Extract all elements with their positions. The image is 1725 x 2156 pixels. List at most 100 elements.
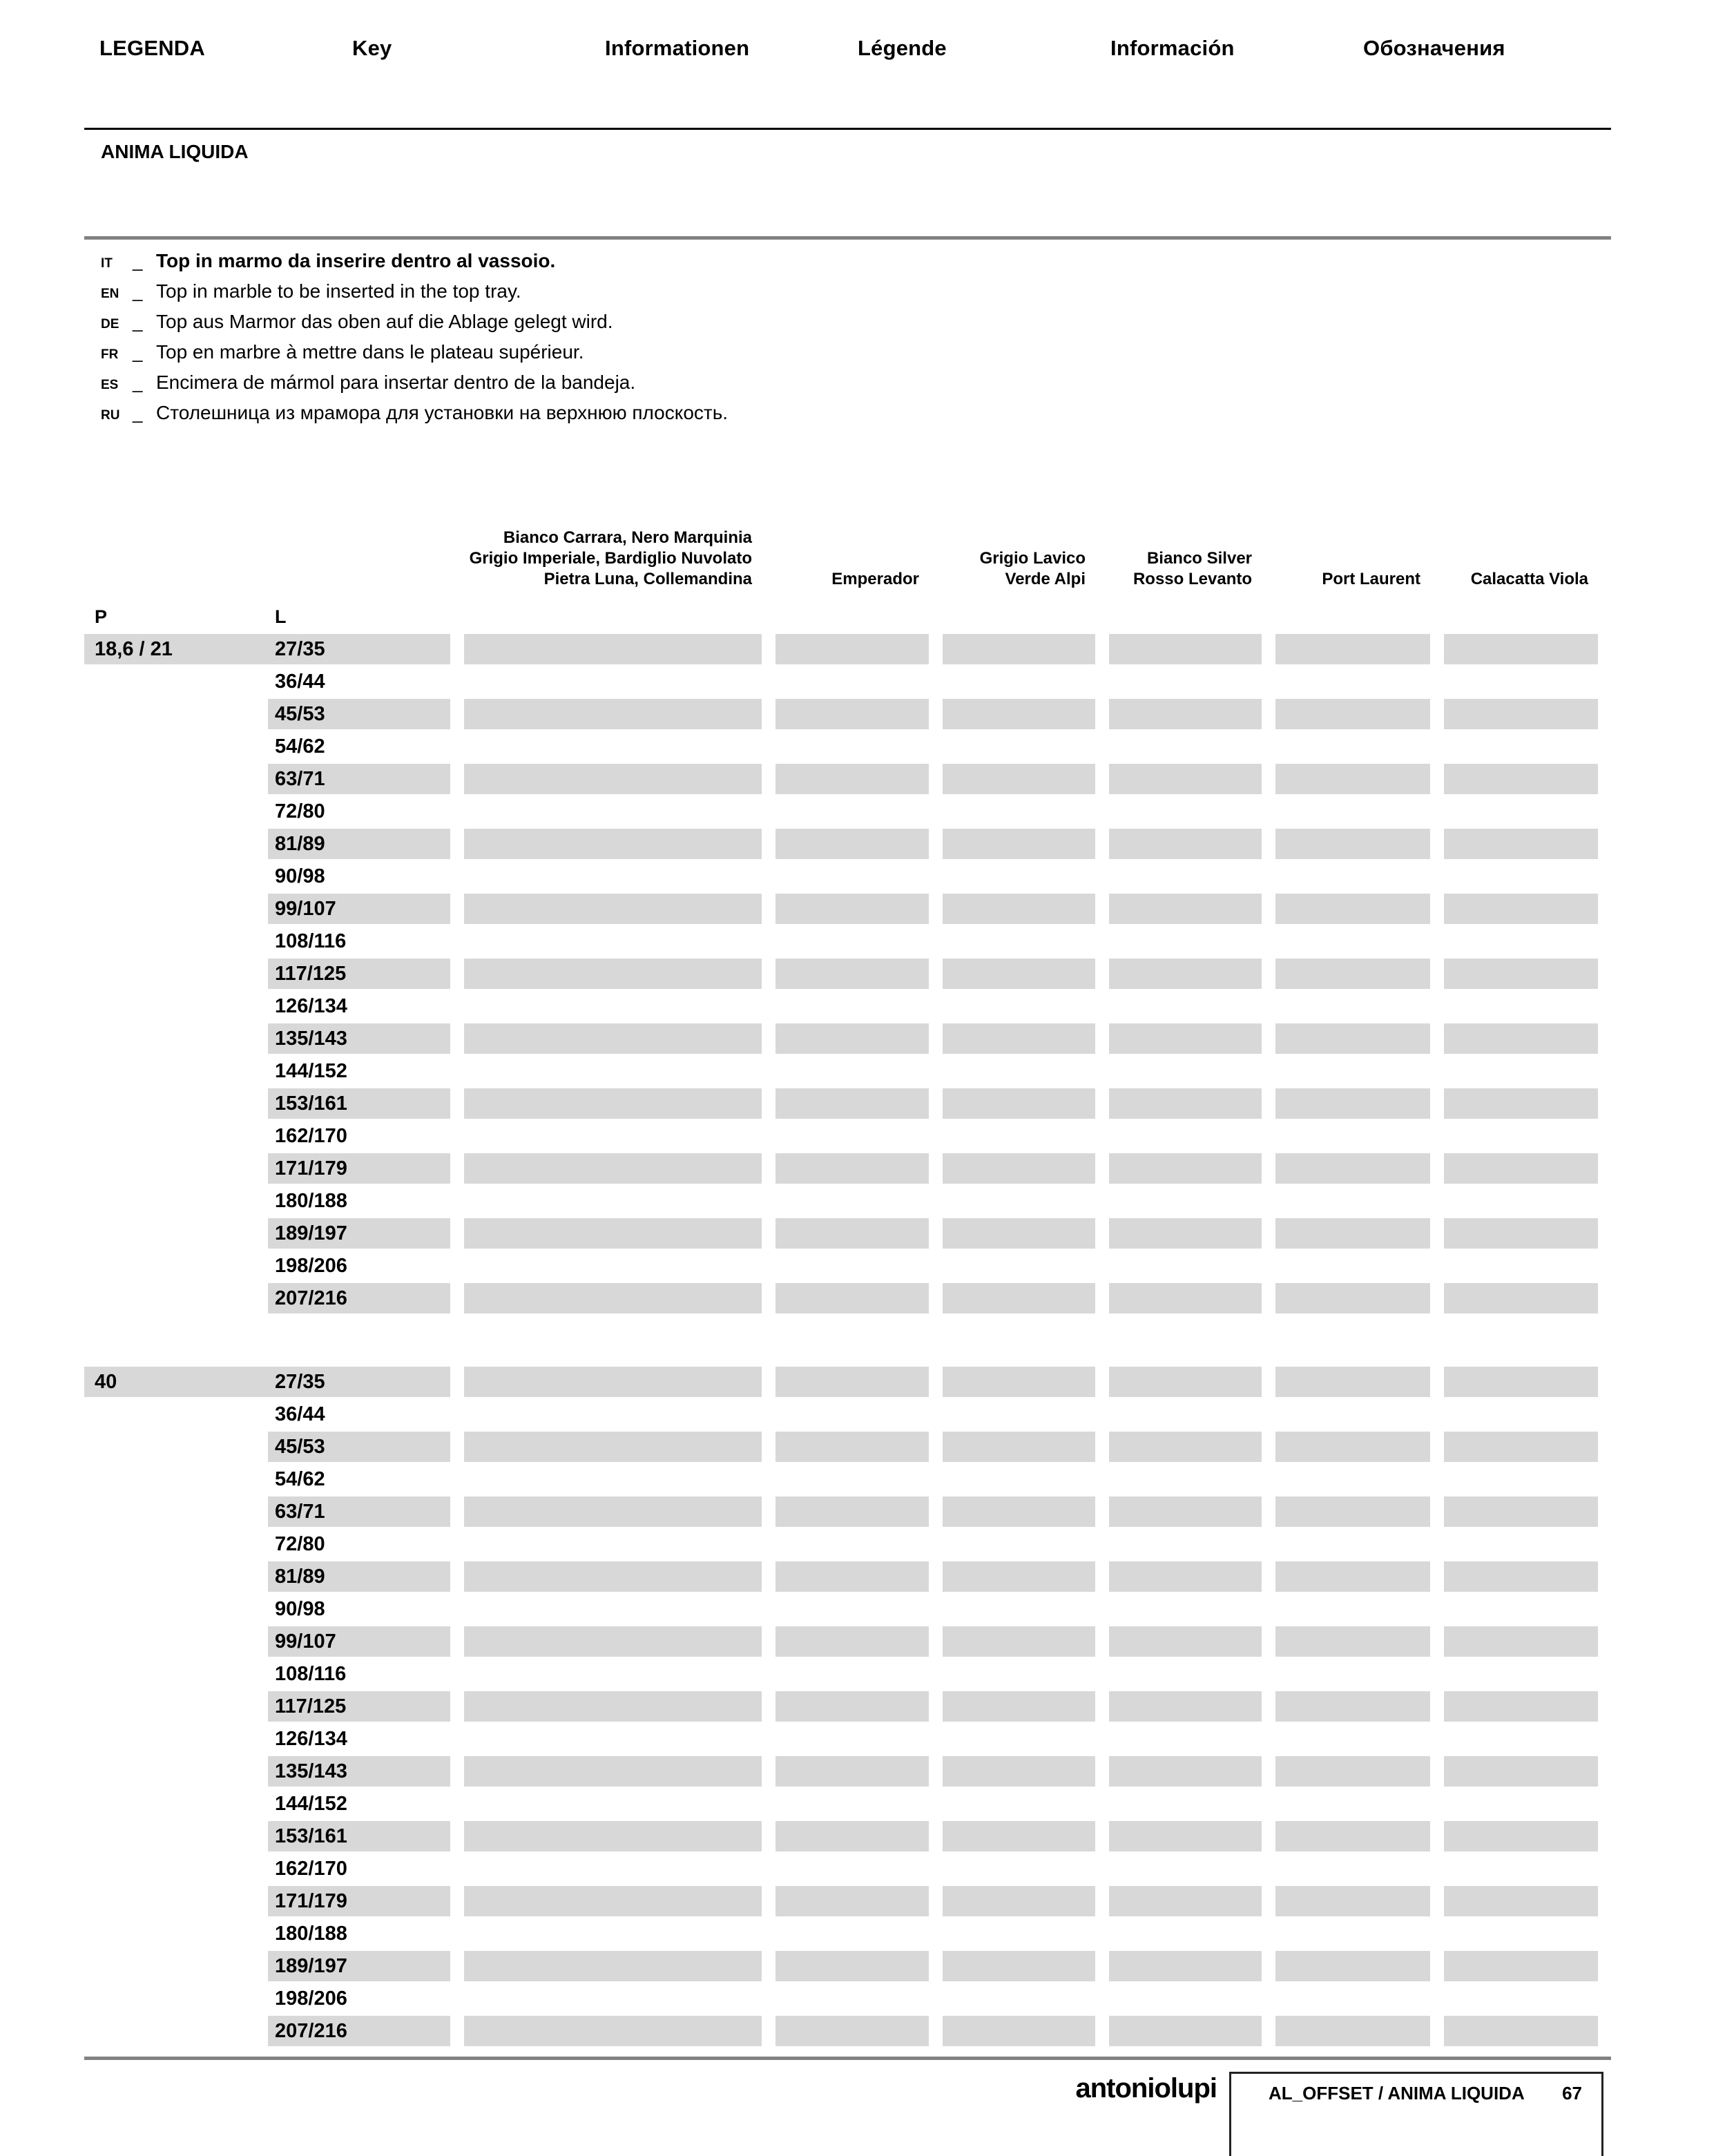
price-cell-calacatta-viola <box>1444 1088 1598 1119</box>
price-cell-bianco-silver-rosso-levanto <box>1109 1367 1262 1397</box>
l-value: 99/107 <box>275 1630 336 1653</box>
price-cell-emperador <box>775 1691 929 1722</box>
description-list: IT _ Top in marmo da inserire dentro al … <box>101 250 728 432</box>
row-header-bar <box>268 1951 450 1981</box>
price-cell-emperador <box>775 894 929 924</box>
price-cell-marble-group-1 <box>464 1821 762 1851</box>
price-cell-calacatta-viola <box>1444 1756 1598 1787</box>
l-value: 81/89 <box>275 1566 325 1588</box>
row-header-bar <box>84 634 450 664</box>
price-cell-port-laurent <box>1275 1088 1430 1119</box>
price-cell-grigio-lavico-verde-alpi <box>943 1724 1095 1754</box>
price-cell-port-laurent <box>1275 1983 1430 2014</box>
price-cell-emperador <box>775 1983 929 2014</box>
l-value: 144/152 <box>275 1793 347 1815</box>
price-cell-marble-group-1 <box>464 796 762 827</box>
price-cell-grigio-lavico-verde-alpi <box>943 1886 1095 1916</box>
row-header-bar <box>268 1756 450 1787</box>
row-header-cell: 63/71 <box>84 764 450 794</box>
price-cell-grigio-lavico-verde-alpi <box>943 796 1095 827</box>
price-cell-calacatta-viola <box>1444 861 1598 892</box>
price-cell-calacatta-viola <box>1444 731 1598 762</box>
l-value: 135/143 <box>275 1760 347 1782</box>
price-cell-bianco-silver-rosso-levanto <box>1109 699 1262 729</box>
price-cell-grigio-lavico-verde-alpi <box>943 1529 1095 1559</box>
table-row: 36/44 <box>84 666 1598 699</box>
legend-header-de: Informationen <box>605 36 750 60</box>
row-header-cell: 162/170 <box>84 1854 450 1884</box>
row-header-bar <box>268 829 450 859</box>
price-cell-bianco-silver-rosso-levanto <box>1109 764 1262 794</box>
price-cell-emperador <box>775 764 929 794</box>
description-text: Столешница из мрамора для установки на в… <box>156 402 729 423</box>
price-cell-calacatta-viola <box>1444 2016 1598 2046</box>
price-cell-marble-group-1 <box>464 1432 762 1462</box>
price-cell-bianco-silver-rosso-levanto <box>1109 1251 1262 1281</box>
price-cell-port-laurent <box>1275 1626 1430 1657</box>
price-cell-port-laurent <box>1275 1251 1430 1281</box>
price-cell-port-laurent <box>1275 1886 1430 1916</box>
l-value: 45/53 <box>275 703 325 725</box>
price-cell-emperador <box>775 1399 929 1430</box>
price-cell-bianco-silver-rosso-levanto <box>1109 796 1262 827</box>
price-cell-marble-group-1 <box>464 1056 762 1086</box>
row-header-bar <box>268 1153 450 1184</box>
price-cell-marble-group-1 <box>464 1283 762 1313</box>
description-line: IT _ Top in marmo da inserire dentro al … <box>101 250 728 280</box>
price-cell-port-laurent <box>1275 1561 1430 1592</box>
price-cell-calacatta-viola <box>1444 1854 1598 1884</box>
price-cell-bianco-silver-rosso-levanto <box>1109 926 1262 956</box>
price-cell-grigio-lavico-verde-alpi <box>943 1056 1095 1086</box>
table-row: 72/80 <box>84 796 1598 829</box>
l-value: 126/134 <box>275 995 347 1017</box>
row-header-cell: 144/152 <box>84 1056 450 1086</box>
price-cell-marble-group-1 <box>464 1659 762 1689</box>
price-cell-emperador <box>775 1659 929 1689</box>
price-cell-grigio-lavico-verde-alpi <box>943 1283 1095 1313</box>
price-cell-calacatta-viola <box>1444 1464 1598 1494</box>
price-cell-bianco-silver-rosso-levanto <box>1109 1821 1262 1851</box>
row-header-cell: 99/107 <box>84 1626 450 1657</box>
row-header-cell: 198/206 <box>84 1983 450 2014</box>
table-row: 180/188 <box>84 1186 1598 1218</box>
legend-header-en: Key <box>352 36 392 60</box>
price-cell-marble-group-1 <box>464 1121 762 1151</box>
price-cell-port-laurent <box>1275 1367 1430 1397</box>
row-header-bar <box>268 1088 450 1119</box>
price-cell-calacatta-viola <box>1444 1983 1598 2014</box>
price-cell-port-laurent <box>1275 1432 1430 1462</box>
price-cell-emperador <box>775 991 929 1021</box>
table-row: 99/107 <box>84 894 1598 926</box>
price-cell-emperador <box>775 1724 929 1754</box>
row-header-cell: 81/89 <box>84 829 450 859</box>
price-cell-bianco-silver-rosso-levanto <box>1109 1464 1262 1494</box>
price-cell-port-laurent <box>1275 1153 1430 1184</box>
price-cell-emperador <box>775 1918 929 1949</box>
price-cell-emperador <box>775 1432 929 1462</box>
table-row: 162/170 <box>84 1121 1598 1153</box>
l-value: 54/62 <box>275 735 325 758</box>
price-cell-emperador <box>775 1088 929 1119</box>
footer-page-box: AL_OFFSET / ANIMA LIQUIDA 67 <box>1229 2072 1603 2156</box>
price-cell-port-laurent <box>1275 1496 1430 1527</box>
l-value: 162/170 <box>275 1858 347 1880</box>
price-cell-port-laurent <box>1275 1594 1430 1624</box>
price-cell-emperador <box>775 1367 929 1397</box>
price-cell-emperador <box>775 796 929 827</box>
price-cell-emperador <box>775 959 929 989</box>
price-cell-grigio-lavico-verde-alpi <box>943 1691 1095 1722</box>
language-code: ES <box>101 378 119 392</box>
l-value: 81/89 <box>275 833 325 855</box>
table-row: 189/197 <box>84 1951 1598 1983</box>
l-value: 153/161 <box>275 1825 347 1847</box>
price-cell-grigio-lavico-verde-alpi <box>943 1432 1095 1462</box>
l-value: 198/206 <box>275 1987 347 2010</box>
price-cell-marble-group-1 <box>464 1529 762 1559</box>
row-header-cell: 189/197 <box>84 1218 450 1249</box>
price-cell-calacatta-viola <box>1444 959 1598 989</box>
price-cell-port-laurent <box>1275 1464 1430 1494</box>
price-cell-port-laurent <box>1275 796 1430 827</box>
description-line: FR _ Top en marbre à mettre dans le plat… <box>101 341 728 372</box>
price-cell-port-laurent <box>1275 1854 1430 1884</box>
price-cell-calacatta-viola <box>1444 1496 1598 1527</box>
